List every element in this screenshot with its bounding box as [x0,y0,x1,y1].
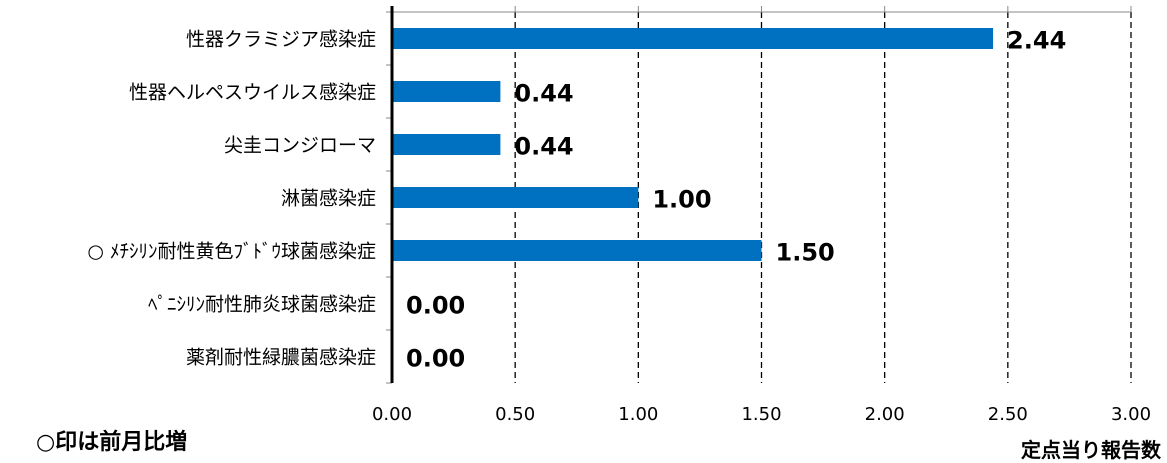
category-label: 薬剤耐性緑膿菌感染症 [186,347,376,369]
bar [392,134,501,155]
category-label: 性器ヘルペスウイルス感染症 [129,82,376,104]
data-label: 0.00 [406,292,465,320]
category-label: 尖圭コンジローマ [224,135,376,157]
x-tick-label: 2.50 [988,404,1028,425]
category-label: 性器クラミジア感染症 [186,29,376,51]
x-tick-label: 0.00 [372,404,412,425]
data-label: 2.44 [1007,27,1066,55]
bar [392,240,762,261]
axes [386,6,1132,384]
x-tick-label: 1.50 [741,404,781,425]
data-label: 0.44 [514,80,573,108]
legend-note: ○印は前月比増 [36,430,188,455]
x-tick-label: 1.00 [618,404,658,425]
bar [392,81,501,102]
data-label: 0.00 [406,345,465,373]
data-labels: 2.44 0.44 0.44 1.00 1.50 0.00 0.00 [406,27,1066,373]
x-tick-label: 0.50 [495,404,535,425]
data-label: 1.50 [776,239,835,267]
x-tick-label: 2.00 [865,404,905,425]
category-label: ○ ﾒﾁｼﾘﾝ耐性黄色ﾌﾞﾄﾞｳ球菌感染症 [87,241,376,263]
bar [392,28,994,49]
x-tick-label: 3.00 [1111,404,1151,425]
x-axis-title: 定点当り報告数 [1021,438,1161,462]
data-label: 1.00 [652,186,711,214]
bars [392,28,994,261]
data-label: 0.44 [514,133,573,161]
bar [392,187,639,208]
category-label: ﾍﾟﾆｼﾘﾝ耐性肺炎球菌感染症 [148,294,376,316]
category-label: 淋菌感染症 [281,188,376,210]
x-tick-labels: 0.00 0.50 1.00 1.50 2.00 2.50 3.00 [372,404,1151,425]
